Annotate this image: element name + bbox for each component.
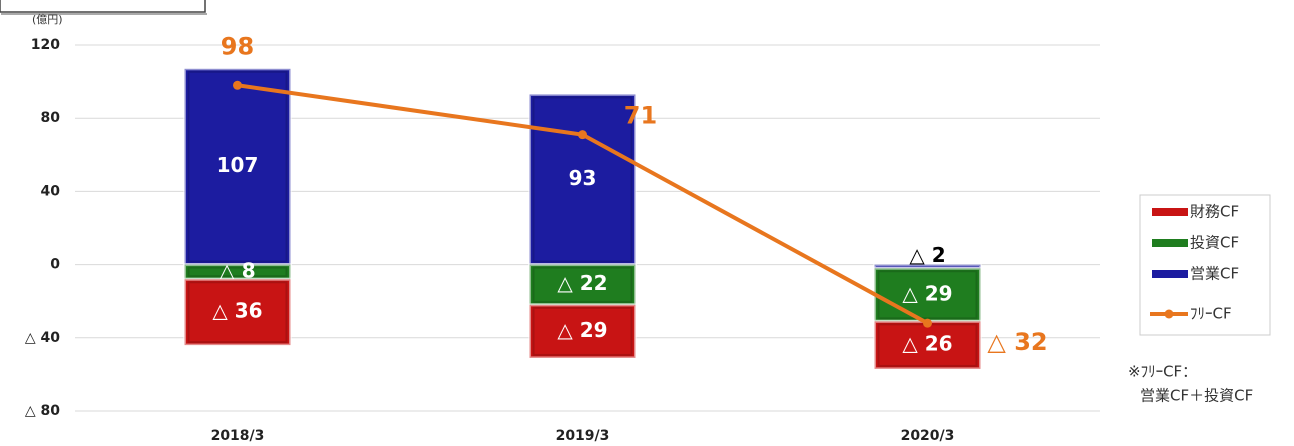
y-tick-label: 120 bbox=[31, 37, 60, 53]
unit-label: (億円) bbox=[32, 13, 63, 26]
corner-box bbox=[0, 0, 206, 13]
bar-value-label: △ 29 bbox=[902, 281, 952, 305]
legend-swatch bbox=[1164, 309, 1174, 319]
legend-label: 営業CF bbox=[1190, 265, 1239, 283]
y-tick-label: 0 bbox=[50, 257, 60, 273]
line-point bbox=[923, 318, 932, 328]
note: ※ﾌﾘｰCF： bbox=[1128, 363, 1197, 381]
x-tick-label: 2018/3 bbox=[211, 428, 265, 444]
line-point bbox=[233, 80, 242, 90]
note: 営業CF＋投資CF bbox=[1140, 387, 1253, 405]
legend-label: 投資CF bbox=[1190, 234, 1239, 252]
bar-value-label: 93 bbox=[569, 166, 597, 190]
bar-bevel bbox=[532, 96, 633, 263]
legend-box bbox=[1139, 194, 1271, 336]
y-tick-label: △ 40 bbox=[25, 330, 60, 346]
bar-segment bbox=[528, 263, 637, 307]
bar-segment bbox=[183, 277, 292, 347]
bar-bevel bbox=[532, 266, 633, 303]
bar-value-label: △ 22 bbox=[557, 271, 607, 295]
bar-value-label: △ 29 bbox=[557, 318, 607, 342]
legend-swatch bbox=[1152, 270, 1188, 278]
y-tick-label: △ 80 bbox=[25, 403, 60, 419]
bar-bevel bbox=[187, 70, 288, 263]
bar-bevel bbox=[187, 266, 288, 278]
x-tick-label: 2019/3 bbox=[556, 428, 610, 444]
bar-segment bbox=[873, 266, 982, 323]
line-value-label: 71 bbox=[624, 102, 657, 130]
legend-swatch bbox=[1152, 208, 1188, 216]
bar-value-label: 107 bbox=[217, 153, 259, 177]
line-point bbox=[578, 130, 587, 140]
y-tick-label: 80 bbox=[41, 110, 61, 126]
bar-segment bbox=[528, 303, 637, 360]
bar-segment bbox=[528, 92, 637, 267]
legend-label: 財務CF bbox=[1190, 203, 1239, 221]
line-value-label: 98 bbox=[221, 32, 254, 60]
bar-bevel bbox=[532, 306, 633, 356]
bar-value-label: △ 36 bbox=[212, 299, 262, 323]
x-tick-label: 2020/3 bbox=[901, 428, 955, 444]
bar-segment bbox=[183, 67, 292, 267]
bar-value-label: △ 26 bbox=[902, 332, 952, 356]
y-tick-label: 40 bbox=[41, 183, 61, 199]
legend-label: ﾌﾘｰCF bbox=[1190, 305, 1232, 323]
legend-swatch bbox=[1152, 239, 1188, 247]
bar-bevel bbox=[187, 281, 288, 344]
line-value-label: △ 32 bbox=[987, 328, 1047, 356]
bar-value-label: △ 2 bbox=[909, 243, 945, 267]
